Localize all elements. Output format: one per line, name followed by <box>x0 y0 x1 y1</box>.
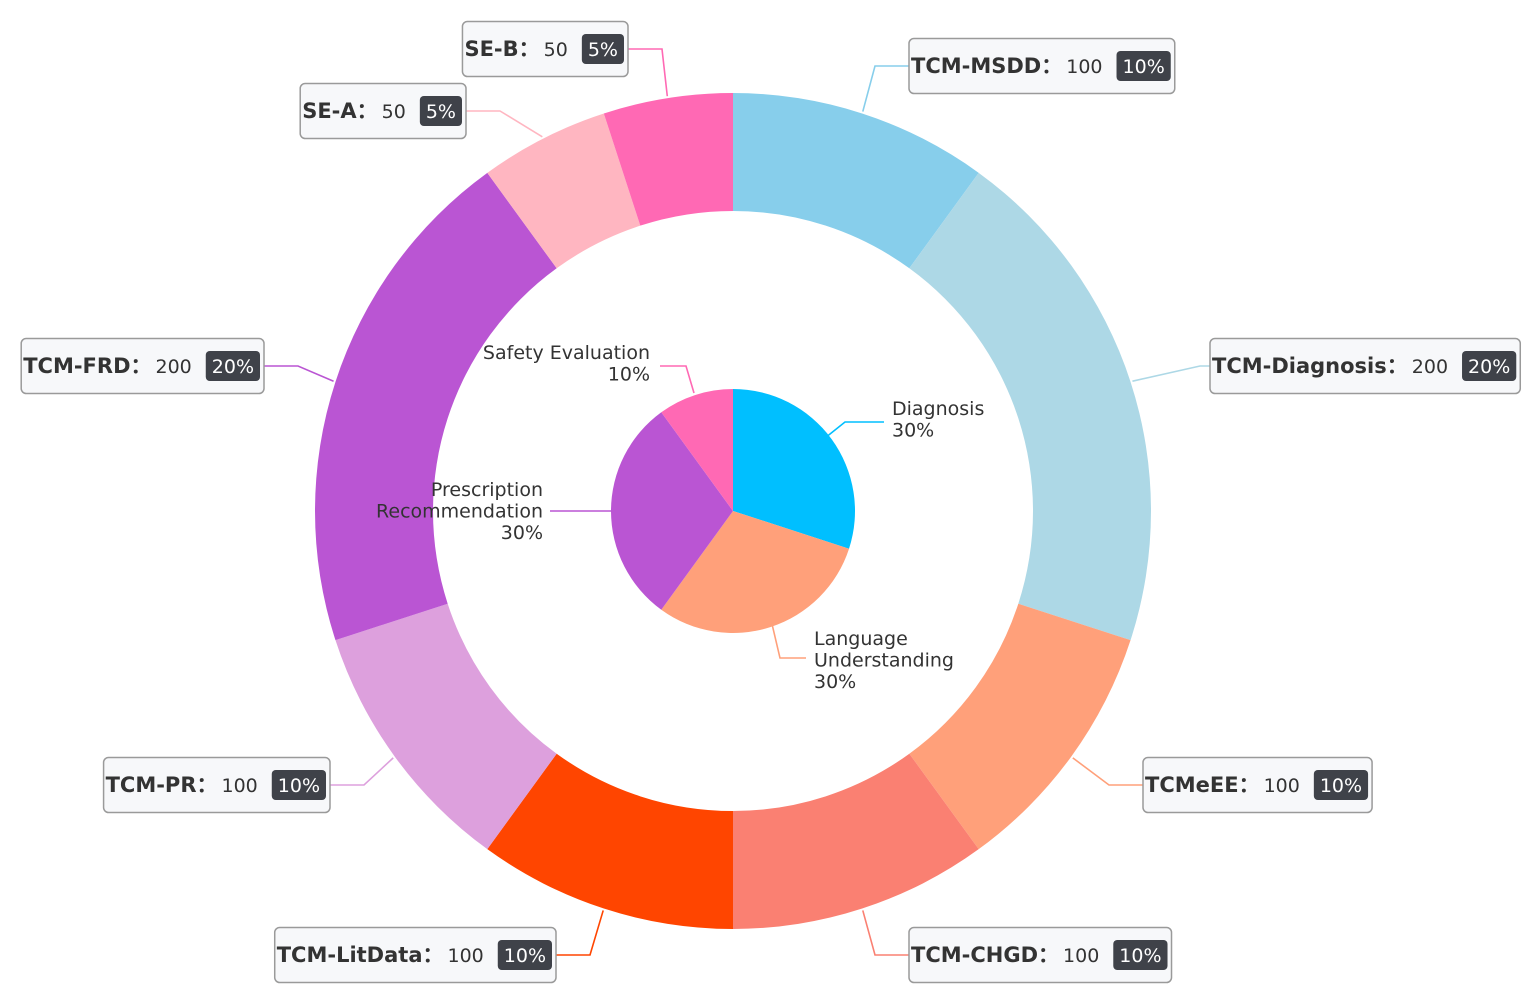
inner-label-line: Diagnosis <box>892 398 984 420</box>
percent-badge <box>497 940 552 970</box>
percent-badge-text: 5% <box>588 39 618 61</box>
outer-leader-line-se-b <box>628 48 669 97</box>
outer-label-name: TCM-FRD： <box>23 354 151 378</box>
outer-slice-tcmeee <box>909 603 1131 850</box>
outer-label-name: TCM-LitData： <box>277 943 444 967</box>
outer-slice-se-b <box>603 93 733 226</box>
outer-label-tcm-frd: TCM-FRD： 200 20% <box>20 337 265 395</box>
percent-badge-text: 20% <box>1468 356 1510 378</box>
inner-label-prescription-recommendation: Prescription Recommendation 30% <box>376 479 543 544</box>
percent-badge <box>1462 351 1517 381</box>
percent-badge-text: 10% <box>278 775 320 797</box>
inner-label-line: 10% <box>608 364 650 386</box>
outer-label-tcm-litdata: TCM-LitData： 100 10% <box>273 926 557 984</box>
inner-label-safety-evaluation: Safety Evaluation 10% <box>483 342 650 386</box>
outer-label-tcm-diagnosis: TCM-Diagnosis： 200 20% <box>1209 337 1522 395</box>
inner-label-line: Recommendation <box>376 501 543 523</box>
outer-label-value: 200 <box>1412 356 1448 378</box>
percent-badge <box>1313 770 1369 800</box>
inner-slice-language-understanding <box>661 511 850 633</box>
outer-label-value: 100 <box>1063 945 1099 967</box>
outer-label-value: 100 <box>1264 775 1300 797</box>
outer-label-value: 100 <box>222 775 258 797</box>
inner-leader-lines <box>550 365 884 659</box>
percent-badge <box>419 96 462 126</box>
outer-slice-se-a <box>487 113 641 269</box>
outer-label-box <box>1209 337 1522 395</box>
outer-label-se-a: SE-A： 50 5% <box>299 82 467 140</box>
inner-label-line: Prescription <box>431 479 543 501</box>
percent-badge-text: 5% <box>426 101 456 123</box>
inner-label-line: Language <box>814 628 908 650</box>
percent-badge <box>581 34 624 64</box>
outer-slice-tcm-pr <box>335 603 557 850</box>
inner-label-line: Understanding <box>814 650 954 672</box>
percent-badge-text: 10% <box>1119 945 1161 967</box>
inner-label-language-understanding: Language Understanding 30% <box>814 628 954 693</box>
inner-label-line: 30% <box>814 671 856 693</box>
outer-label-value: 50 <box>382 101 406 123</box>
inner-leader-line-safety-evaluation <box>660 365 695 394</box>
outer-leader-line-tcm-chgd <box>862 910 909 956</box>
outer-label-box <box>908 926 1173 984</box>
inner-pie <box>611 389 855 633</box>
outer-leader-lines <box>264 48 1210 956</box>
inner-label-line: 30% <box>501 522 543 544</box>
outer-label-value: 100 <box>448 945 484 967</box>
outer-label-tcm-msdd: TCM-MSDD： 100 10% <box>908 37 1176 95</box>
percent-badge-text: 10% <box>1320 775 1362 797</box>
outer-label-box <box>20 337 265 395</box>
inner-leader-line-diagnosis <box>824 421 884 439</box>
outer-ring <box>314 93 1151 929</box>
inner-slice-safety-evaluation <box>661 389 733 511</box>
percent-badge <box>1113 940 1168 970</box>
outer-label-value: 50 <box>544 39 568 61</box>
outer-leader-line-tcm-msdd <box>862 65 909 112</box>
outer-leader-line-se-a <box>466 110 543 138</box>
outer-label-value: 200 <box>156 356 192 378</box>
percent-badge-text: 10% <box>504 945 546 967</box>
outer-label-value: 100 <box>1066 56 1102 78</box>
outer-slice-tcm-litdata <box>487 753 733 929</box>
outer-label-name: TCM-MSDD： <box>911 54 1062 78</box>
outer-label-name: SE-B： <box>464 37 539 61</box>
percent-badge <box>1116 51 1171 81</box>
inner-label-line: Safety Evaluation <box>483 342 650 364</box>
outer-label-tcmeee: TCMeEE： 100 10% <box>1142 756 1373 814</box>
outer-label-box <box>273 926 557 984</box>
outer-label-tcm-chgd: TCM-CHGD： 100 10% <box>908 926 1173 984</box>
outer-label-name: TCM-PR： <box>106 773 218 797</box>
outer-slice-tcm-frd <box>314 172 557 641</box>
outer-label-name: TCM-Diagnosis： <box>1212 354 1408 378</box>
inner-slice-prescription-recommendation <box>611 412 733 610</box>
inner-labels: Diagnosis 30%Language Understanding 30%Pres… <box>376 342 984 693</box>
outer-leader-line-tcm-litdata <box>556 910 604 956</box>
outer-slice-tcm-chgd <box>733 753 979 929</box>
outer-leader-line-tcm-frd <box>264 365 334 382</box>
percent-badge-text: 10% <box>1123 56 1165 78</box>
percent-badge <box>271 770 326 800</box>
percent-badge-text: 20% <box>212 356 254 378</box>
outer-label-box <box>1142 756 1373 814</box>
outer-leader-line-tcm-diagnosis <box>1132 365 1210 382</box>
outer-label-name: TCM-CHGD： <box>911 943 1059 967</box>
inner-leader-line-language-understanding <box>771 623 806 659</box>
outer-label-name: TCMeEE： <box>1145 773 1260 797</box>
outer-slice-tcm-msdd <box>733 93 979 269</box>
outer-slice-tcm-diagnosis <box>909 172 1151 641</box>
outer-label-se-b: SE-B： 50 5% <box>461 20 629 78</box>
inner-label-line: 30% <box>892 420 934 442</box>
outer-leader-line-tcmeee <box>1072 757 1143 786</box>
outer-label-box <box>908 37 1176 95</box>
inner-label-diagnosis: Diagnosis 30% <box>892 398 984 442</box>
percent-badge <box>205 351 260 381</box>
outer-labels: TCM-MSDD： 100 10%TCM-Diagnosis： 200 20%TCMeE… <box>20 20 1522 984</box>
outer-leader-line-tcm-pr <box>330 757 394 786</box>
inner-slice-diagnosis <box>733 389 855 549</box>
outer-label-name: SE-A： <box>302 99 377 123</box>
outer-label-tcm-pr: TCM-PR： 100 10% <box>102 756 331 814</box>
